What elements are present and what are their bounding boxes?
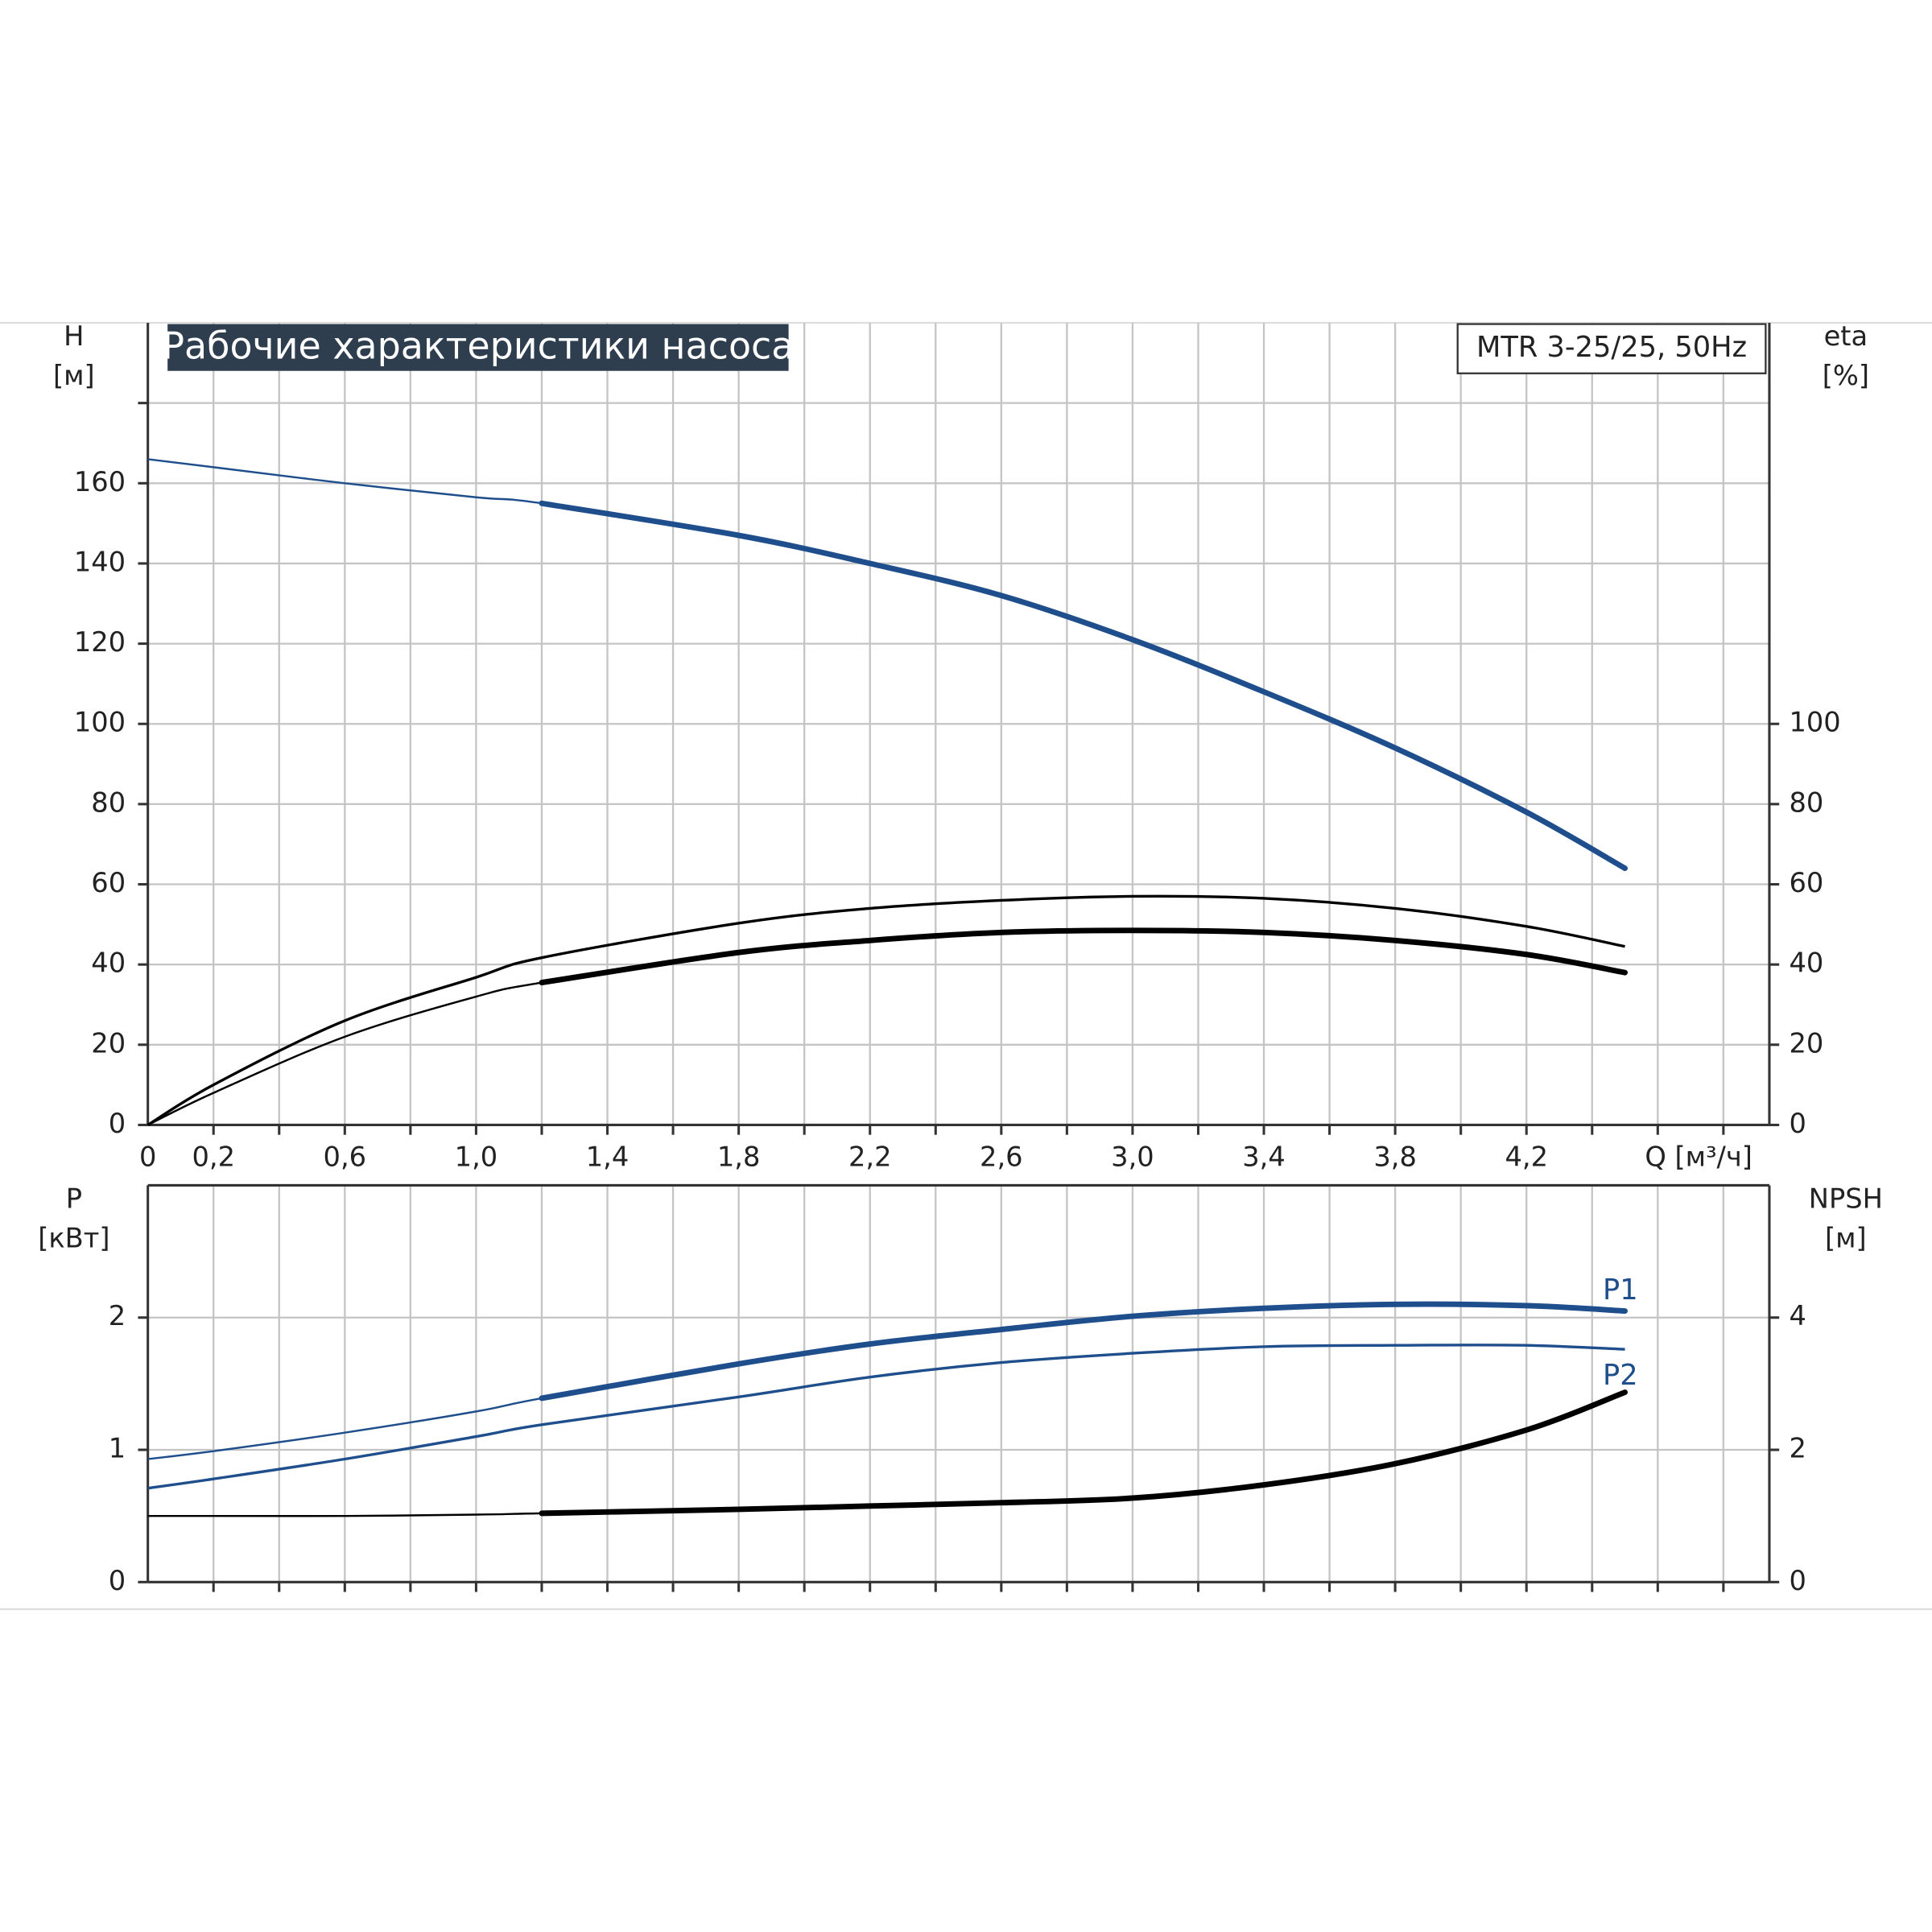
y-tick-label: 100 [74,707,126,738]
y-tick-label: 120 [74,626,126,658]
line-emphasis [539,500,1628,872]
series-label: P2 [1603,1359,1638,1392]
y2-tick-label: 40 [1789,947,1823,979]
series-label: P1 [1603,1274,1638,1307]
series-line [147,1302,1625,1460]
y2-tick-label: 60 [1789,867,1823,898]
x-tick-label: 0 [139,1141,156,1172]
x-tick-label: 0,6 [324,1141,367,1172]
line-emphasis [539,1301,1628,1402]
y2-axis-label: eta [1824,320,1868,352]
y2-axis-unit: [%] [1823,360,1869,391]
line-emphasis [539,1389,1628,1517]
x-axis-label: Q [м³/ч] [1645,1141,1752,1172]
y-tick-label: 2 [109,1300,126,1331]
series-line [147,458,1626,869]
x-tick-label: 4,2 [1505,1141,1548,1172]
y-tick-label: 0 [109,1565,126,1596]
y2-tick-label: 4 [1789,1300,1806,1331]
x-tick-label: 2,2 [848,1141,892,1172]
y-tick-label: 160 [74,466,126,497]
y2-axis-label: NPSH [1809,1183,1883,1214]
x-tick-label: 3,8 [1373,1141,1417,1172]
series-line [147,894,1625,1126]
y2-tick-label: 20 [1789,1027,1823,1059]
model-label: MTR 3-25/25, 50Hz [1476,331,1747,364]
y2-tick-label: 100 [1789,707,1840,738]
y2-tick-label: 80 [1789,786,1823,818]
x-tick-label: 1,4 [586,1141,630,1172]
series-line [147,1344,1625,1490]
model-box [1456,323,1767,374]
y2-tick-label: 0 [1789,1108,1806,1139]
x-tick-label: 3,0 [1111,1141,1154,1172]
title-box [167,324,789,371]
y-axis-unit: [м] [53,360,95,391]
y-axis-label: H [64,320,84,352]
y-tick-label: 60 [91,867,126,898]
y2-tick-label: 2 [1789,1433,1806,1464]
y2-tick-label: 0 [1789,1565,1806,1596]
x-tick-label: 2,6 [980,1141,1023,1172]
y-tick-label: 20 [91,1027,126,1059]
y-axis-unit: [кВт] [38,1222,109,1253]
x-tick-label: 1,0 [455,1141,498,1172]
x-tick-label: 0,2 [192,1141,235,1172]
y-axis-label: P [66,1183,82,1214]
y-tick-label: 1 [109,1433,126,1464]
x-tick-label: 3,4 [1242,1141,1286,1172]
x-tick-label: 1,8 [717,1141,761,1172]
line-emphasis [539,927,1628,986]
y-tick-label: 0 [109,1108,126,1139]
series-line [147,929,1625,1126]
chart-title: Рабочие характеристики насоса [162,324,794,368]
y-tick-label: 80 [91,786,126,818]
y2-axis-unit: [м] [1825,1222,1867,1253]
y-tick-label: 40 [91,947,126,979]
y-tick-label: 140 [74,546,126,577]
